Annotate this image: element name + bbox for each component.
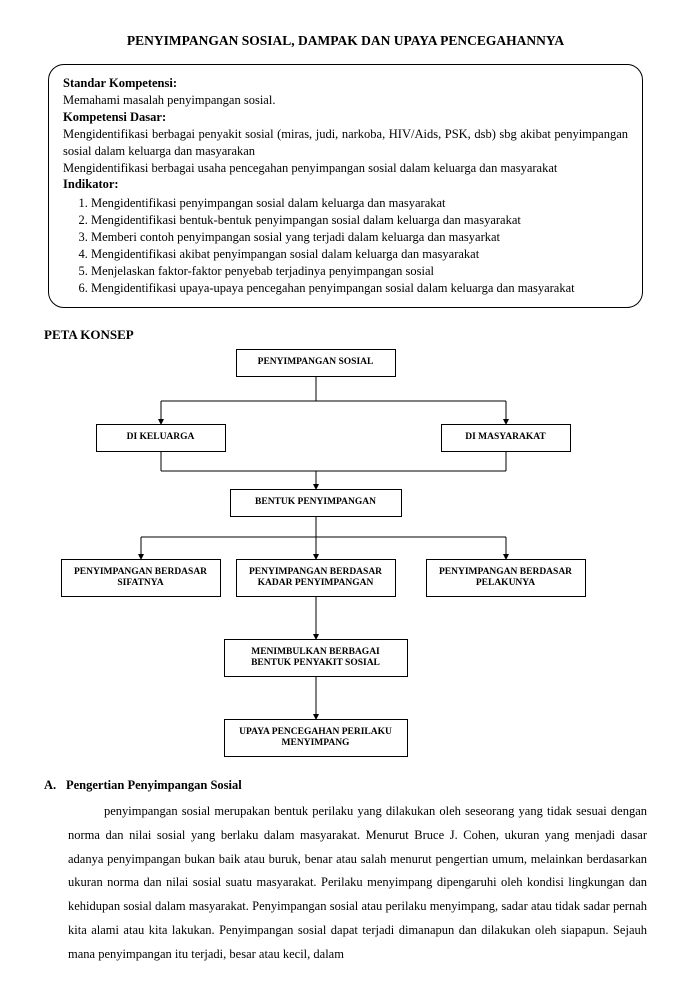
node-berdasar-kadar: PENYIMPANGAN BERDASAR KADAR PENYIMPANGAN — [236, 559, 396, 597]
indikator-label: Indikator: — [63, 177, 119, 191]
node-berdasar-sifatnya: PENYIMPANGAN BERDASAR SIFATNYA — [61, 559, 221, 597]
node-di-keluarga: DI KELUARGA — [96, 424, 226, 452]
node-penyakit-sosial: MENIMBULKAN BERBAGAI BENTUK PENYAKIT SOS… — [224, 639, 408, 677]
indikator-item: Mengidentifikasi upaya-upaya pencegahan … — [91, 280, 628, 297]
section-a-body: penyimpangan sosial merupakan bentuk per… — [68, 800, 647, 966]
indikator-item: Mengidentifikasi akibat penyimpangan sos… — [91, 246, 628, 263]
peta-konsep-heading: PETA KONSEP — [44, 326, 651, 344]
dasar-text-1: Mengidentifikasi berbagai penyakit sosia… — [63, 126, 628, 160]
section-a-heading: A. Pengertian Penyimpangan Sosial — [44, 777, 651, 794]
standar-label: Standar Kompetensi: — [63, 76, 177, 90]
node-di-masyarakat: DI MASYARAKAT — [441, 424, 571, 452]
indikator-item: Memberi contoh penyimpangan sosial yang … — [91, 229, 628, 246]
node-bentuk-penyimpangan: BENTUK PENYIMPANGAN — [230, 489, 402, 517]
node-berdasar-pelakunya: PENYIMPANGAN BERDASAR PELAKUNYA — [426, 559, 586, 597]
kompetensi-box: Standar Kompetensi: Memahami masalah pen… — [48, 64, 643, 307]
indikator-item: Mengidentifikasi penyimpangan sosial dal… — [91, 195, 628, 212]
section-title: Pengertian Penyimpangan Sosial — [66, 777, 242, 794]
indikator-list: Mengidentifikasi penyimpangan sosial dal… — [63, 195, 628, 296]
dasar-text-2: Mengidentifikasi berbagai usaha pencegah… — [63, 160, 628, 177]
node-upaya-pencegahan: UPAYA PENCEGAHAN PERILAKU MENYIMPANG — [224, 719, 408, 757]
dasar-label: Kompetensi Dasar: — [63, 110, 166, 124]
node-penyimpangan-sosial: PENYIMPANGAN SOSIAL — [236, 349, 396, 377]
section-letter: A. — [44, 777, 66, 794]
indikator-item: Mengidentifikasi bentuk-bentuk penyimpan… — [91, 212, 628, 229]
standar-text: Memahami masalah penyimpangan sosial. — [63, 92, 628, 109]
concept-map: PENYIMPANGAN SOSIAL DI KELUARGA DI MASYA… — [41, 349, 651, 769]
page-title: PENYIMPANGAN SOSIAL, DAMPAK DAN UPAYA PE… — [40, 32, 651, 50]
indikator-item: Menjelaskan faktor-faktor penyebab terja… — [91, 263, 628, 280]
